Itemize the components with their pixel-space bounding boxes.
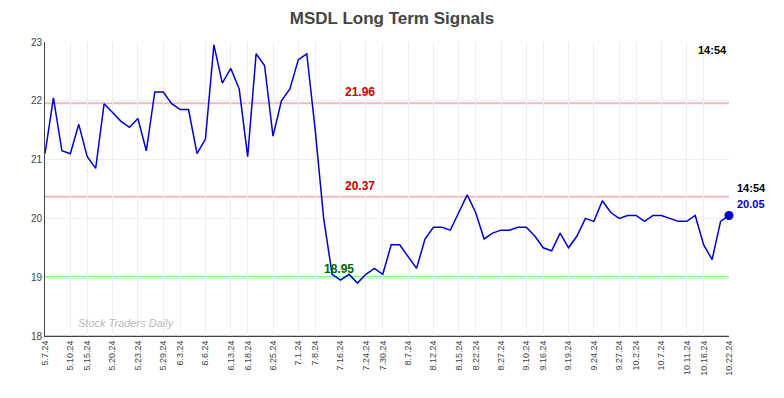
svg-text:10.7.24: 10.7.24 — [656, 341, 666, 371]
svg-text:9.16.24: 9.16.24 — [538, 341, 548, 371]
svg-text:MSDL Long Term Signals: MSDL Long Term Signals — [290, 9, 494, 28]
svg-text:7.8.24: 7.8.24 — [310, 341, 320, 366]
svg-text:6.18.24: 6.18.24 — [243, 341, 253, 371]
svg-text:19: 19 — [31, 272, 43, 283]
svg-text:5.20.24: 5.20.24 — [107, 341, 117, 371]
svg-text:20.37: 20.37 — [345, 179, 375, 193]
svg-text:5.10.24: 5.10.24 — [65, 341, 75, 371]
svg-text:8.27.24: 8.27.24 — [496, 341, 506, 371]
svg-text:10.22.24: 10.22.24 — [724, 341, 734, 376]
svg-text:8.7.24: 8.7.24 — [403, 341, 413, 366]
svg-text:23: 23 — [31, 37, 43, 48]
svg-text:20.05: 20.05 — [737, 198, 765, 210]
svg-text:5.23.24: 5.23.24 — [133, 341, 143, 371]
svg-text:Stock Traders Daily: Stock Traders Daily — [78, 317, 175, 329]
svg-text:9.19.24: 9.19.24 — [563, 341, 573, 371]
svg-text:10.11.24: 10.11.24 — [682, 341, 692, 375]
svg-text:8.12.24: 8.12.24 — [428, 341, 438, 371]
svg-text:7.24.24: 7.24.24 — [361, 341, 371, 371]
svg-text:7.30.24: 7.30.24 — [378, 341, 388, 371]
svg-text:18.95: 18.95 — [324, 262, 354, 276]
svg-text:21.96: 21.96 — [345, 85, 375, 99]
svg-text:6.25.24: 6.25.24 — [268, 341, 278, 371]
svg-text:14:54: 14:54 — [698, 44, 727, 56]
svg-text:8.22.24: 8.22.24 — [471, 341, 481, 371]
svg-text:9.10.24: 9.10.24 — [521, 341, 531, 371]
svg-text:20: 20 — [31, 213, 43, 224]
svg-text:6.3.24: 6.3.24 — [175, 341, 185, 366]
svg-text:6.13.24: 6.13.24 — [226, 341, 236, 371]
svg-text:14:54: 14:54 — [737, 182, 766, 194]
svg-text:5.15.24: 5.15.24 — [82, 341, 92, 371]
svg-text:8.15.24: 8.15.24 — [454, 341, 464, 371]
svg-text:18: 18 — [31, 331, 43, 342]
svg-text:21: 21 — [31, 154, 43, 165]
svg-text:6.6.24: 6.6.24 — [200, 341, 210, 366]
svg-text:7.16.24: 7.16.24 — [335, 341, 345, 371]
svg-text:22: 22 — [31, 95, 43, 106]
svg-text:7.1.24: 7.1.24 — [293, 341, 303, 366]
svg-text:10.2.24: 10.2.24 — [631, 341, 641, 371]
svg-text:5.7.24: 5.7.24 — [40, 341, 50, 366]
svg-text:5.29.24: 5.29.24 — [158, 341, 168, 371]
svg-text:10.16.24: 10.16.24 — [699, 341, 709, 376]
svg-text:9.24.24: 9.24.24 — [589, 341, 599, 371]
svg-text:9.27.24: 9.27.24 — [614, 341, 624, 371]
